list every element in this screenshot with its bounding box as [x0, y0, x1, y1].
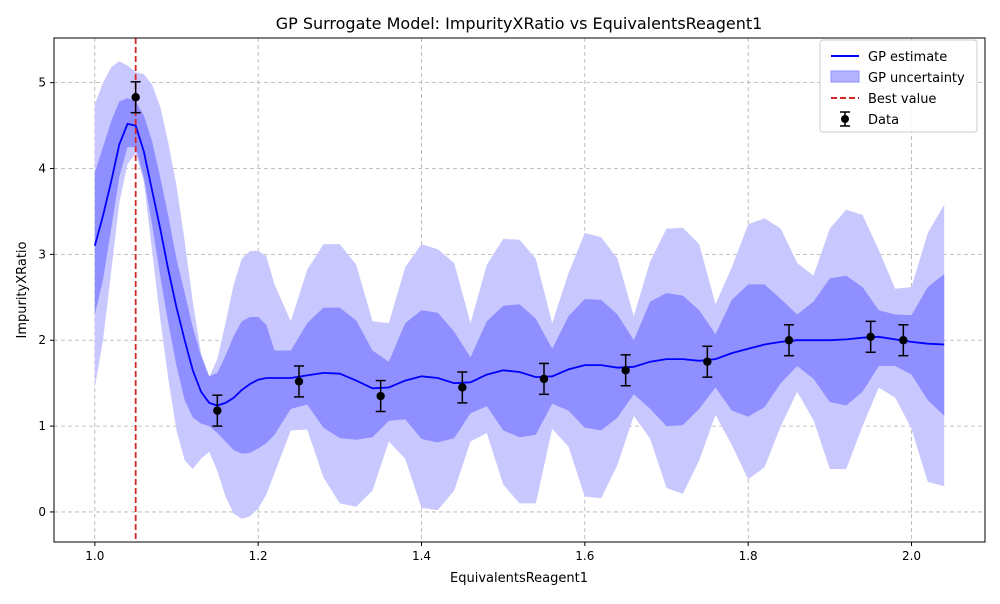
- data-point: [212, 394, 223, 427]
- data-marker: [784, 336, 794, 345]
- x-tick-label: 1.6: [575, 549, 594, 563]
- data-marker: [294, 377, 304, 386]
- data-marker: [866, 332, 875, 341]
- y-tick-label: 3: [38, 247, 46, 261]
- data-marker: [703, 357, 712, 366]
- plot-frame: [53, 37, 986, 543]
- data-marker: [376, 391, 385, 401]
- data-point: [130, 81, 141, 114]
- data-marker: [458, 383, 467, 392]
- data-point: [457, 371, 468, 404]
- data-marker: [621, 366, 630, 375]
- data-point: [375, 379, 386, 413]
- data-points-layer: [130, 81, 909, 427]
- x-tick-label: 1.8: [739, 549, 758, 563]
- y-axis-label: ImpurityXRatio: [15, 241, 30, 338]
- legend-swatch-data: [840, 111, 850, 127]
- y-tick-label: 5: [38, 76, 46, 90]
- uncertainty-band-layer: [94, 61, 945, 519]
- data-marker: [899, 336, 908, 345]
- estimate-line-layer: [93, 38, 945, 542]
- uncertainty-band-outer: [94, 61, 945, 519]
- legend-box: [819, 39, 978, 133]
- chart-title: GP Surrogate Model: ImpurityXRatio vs Eq…: [276, 14, 763, 33]
- x-tick-label: 1.2: [249, 549, 268, 563]
- legend-label-best-value: Best value: [868, 92, 936, 107]
- x-tick-label: 1.0: [85, 549, 104, 563]
- data-marker: [539, 374, 549, 384]
- data-point: [898, 324, 909, 357]
- y-tick-label: 0: [38, 505, 46, 519]
- legend-label-gp-uncertainty: GP uncertainty: [868, 71, 965, 86]
- x-tick-label: 1.4: [412, 549, 431, 563]
- data-point: [702, 345, 713, 378]
- x-axis-label: EquivalentsReagent1: [450, 571, 588, 586]
- y-tick-label: 4: [38, 162, 46, 176]
- data-point: [620, 354, 631, 387]
- y-tick-label: 1: [38, 419, 46, 433]
- legend-label-data: Data: [868, 113, 899, 128]
- data-point: [539, 362, 549, 396]
- data-point: [294, 365, 304, 398]
- data-marker: [131, 93, 140, 102]
- y-tick-label: 2: [38, 333, 46, 347]
- uncertainty-band-inner: [94, 98, 945, 454]
- gp-estimate-line: [93, 122, 945, 407]
- x-tick-label: 2.0: [902, 549, 921, 563]
- data-marker: [213, 406, 222, 415]
- data-point: [784, 324, 794, 357]
- legend-label-gp-estimate: GP estimate: [868, 50, 947, 65]
- legend-swatch-gp-uncertainty: [830, 70, 860, 83]
- legend: GP estimate GP uncertainty Best value Da…: [819, 39, 978, 133]
- data-point: [865, 320, 876, 353]
- axis-layer: 1.0 1.2 1.4 1.6 1.8 2.0 0 1 2 3 4 5: [38, 37, 986, 563]
